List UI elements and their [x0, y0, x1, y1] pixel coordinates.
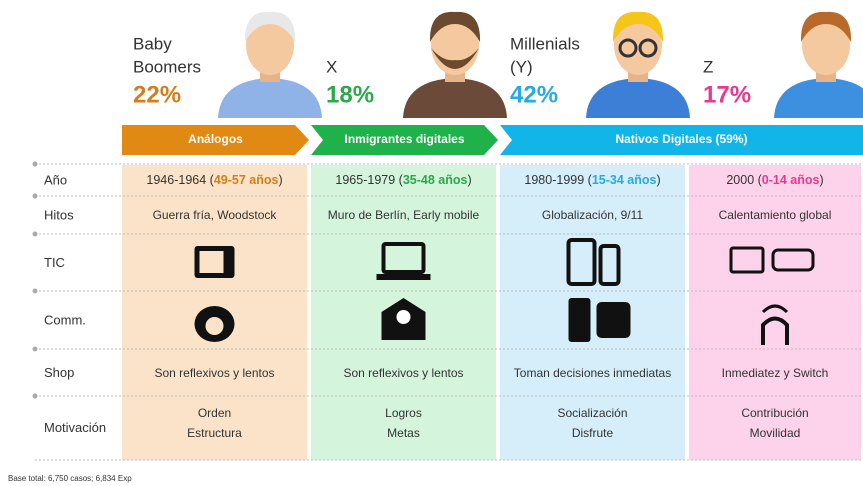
- row-dot: [32, 346, 38, 352]
- row-label: Comm.: [44, 312, 86, 327]
- year-part: 49-57 años: [214, 173, 279, 187]
- icon-facebook: [596, 302, 631, 338]
- avatar-head: [614, 15, 662, 75]
- motivacion-cell: Orden: [198, 406, 231, 420]
- year-part: ): [819, 173, 823, 187]
- year-part: ): [467, 173, 471, 187]
- shop-cell: Toman decisiones inmediatas: [514, 366, 671, 380]
- row-dot: [32, 161, 38, 167]
- year-cell: 1965-1979 (35-48 años): [335, 173, 471, 187]
- year-part: 1946-1964 (: [146, 173, 214, 187]
- icon-laptop: [381, 242, 426, 274]
- year-part: 35-48 años: [403, 173, 468, 187]
- row-label: Shop: [44, 365, 74, 380]
- hitos-cell: Guerra fría, Woodstock: [153, 208, 278, 222]
- avatar-hair: [612, 11, 664, 42]
- shop-cell: Son reflexivos y lentos: [154, 366, 274, 380]
- arrow: [500, 125, 863, 155]
- row-dot: [32, 193, 38, 199]
- generation-percent: 42%: [510, 81, 558, 108]
- motivacion-cell: Movilidad: [750, 426, 801, 440]
- avatar-glasses: [638, 38, 658, 58]
- generation-name: Baby: [133, 34, 172, 53]
- row-label: Año: [44, 172, 67, 187]
- generation-percent: 22%: [133, 81, 181, 108]
- year-part: 2000 (: [726, 173, 762, 187]
- avatar-beard: [431, 48, 479, 69]
- generation-name: X: [326, 57, 337, 76]
- generation-name: (Y): [510, 57, 533, 76]
- shop-cell: Inmediatez y Switch: [722, 366, 829, 380]
- arrow-label: Nativos Digitales (59%): [615, 132, 747, 146]
- motivacion-cell: Socialización: [557, 406, 627, 420]
- year-part: 15-34 años: [592, 173, 657, 187]
- avatar-body: [774, 78, 863, 118]
- row-dot: [32, 393, 38, 399]
- motivacion-cell: Metas: [387, 426, 420, 440]
- hitos-cell: Muro de Berlín, Early mobile: [328, 208, 480, 222]
- column-background: [689, 165, 861, 460]
- generation-name: Boomers: [133, 57, 201, 76]
- icon-tablet: [566, 238, 597, 286]
- motivacion-cell: Estructura: [187, 426, 242, 440]
- icon-tv-screen: [199, 251, 224, 273]
- year-part: 1980-1999 (: [524, 173, 592, 187]
- generation-name: Millenials: [510, 34, 580, 53]
- row-dot: [32, 288, 38, 294]
- row-label: TIC: [44, 255, 65, 270]
- row-label: Hitos: [44, 207, 74, 222]
- motivacion-cell: Disfrute: [572, 426, 614, 440]
- row-dot: [32, 231, 38, 237]
- avatar-body: [218, 78, 322, 118]
- icon-phone-chat: [568, 298, 591, 342]
- arrow-label: Inmigrantes digitales: [344, 132, 464, 146]
- generation-name: Z: [703, 57, 713, 76]
- year-part: ): [656, 173, 660, 187]
- column-background: [500, 165, 685, 460]
- shop-cell: Son reflexivos y lentos: [343, 366, 463, 380]
- arrow: [311, 125, 498, 155]
- year-cell: 1980-1999 (15-34 años): [524, 173, 660, 187]
- icon-person-signal: [761, 316, 789, 345]
- footer: Base total: 6,750 casos; 6,834 Exp: [8, 474, 132, 483]
- generation-percent: 17%: [703, 81, 751, 108]
- avatar-body: [403, 78, 507, 118]
- year-part: ): [278, 173, 282, 187]
- icon-dial: [205, 317, 224, 335]
- motivacion-cell: Contribución: [741, 406, 808, 420]
- arrow-label: Análogos: [188, 132, 243, 146]
- avatar-hair: [429, 11, 481, 42]
- year-cell: 1946-1964 (49-57 años): [146, 173, 282, 187]
- year-cell: 2000 (0-14 años): [726, 173, 823, 187]
- year-part: 1965-1979 (: [335, 173, 403, 187]
- icon-vr: [771, 248, 815, 272]
- avatar-head: [246, 15, 294, 75]
- icon-signal: [761, 304, 789, 314]
- icon-laptop-base: [376, 274, 431, 280]
- avatar-body: [586, 78, 690, 118]
- motivacion-cell: Logros: [385, 406, 422, 420]
- avatar-glasses: [618, 38, 638, 58]
- avatar-hair: [244, 11, 296, 42]
- generation-percent: 18%: [326, 81, 374, 108]
- year-part: 0-14 años: [762, 173, 820, 187]
- hitos-cell: Calentamiento global: [719, 208, 832, 222]
- arrow: [122, 125, 309, 155]
- avatar-hair: [800, 11, 852, 42]
- icon-screen: [729, 246, 765, 274]
- icon-at: [396, 310, 411, 324]
- hitos-cell: Globalización, 9/11: [542, 208, 644, 222]
- icon-phone: [598, 244, 621, 286]
- avatar-head: [802, 15, 850, 75]
- row-label: Motivación: [44, 420, 106, 435]
